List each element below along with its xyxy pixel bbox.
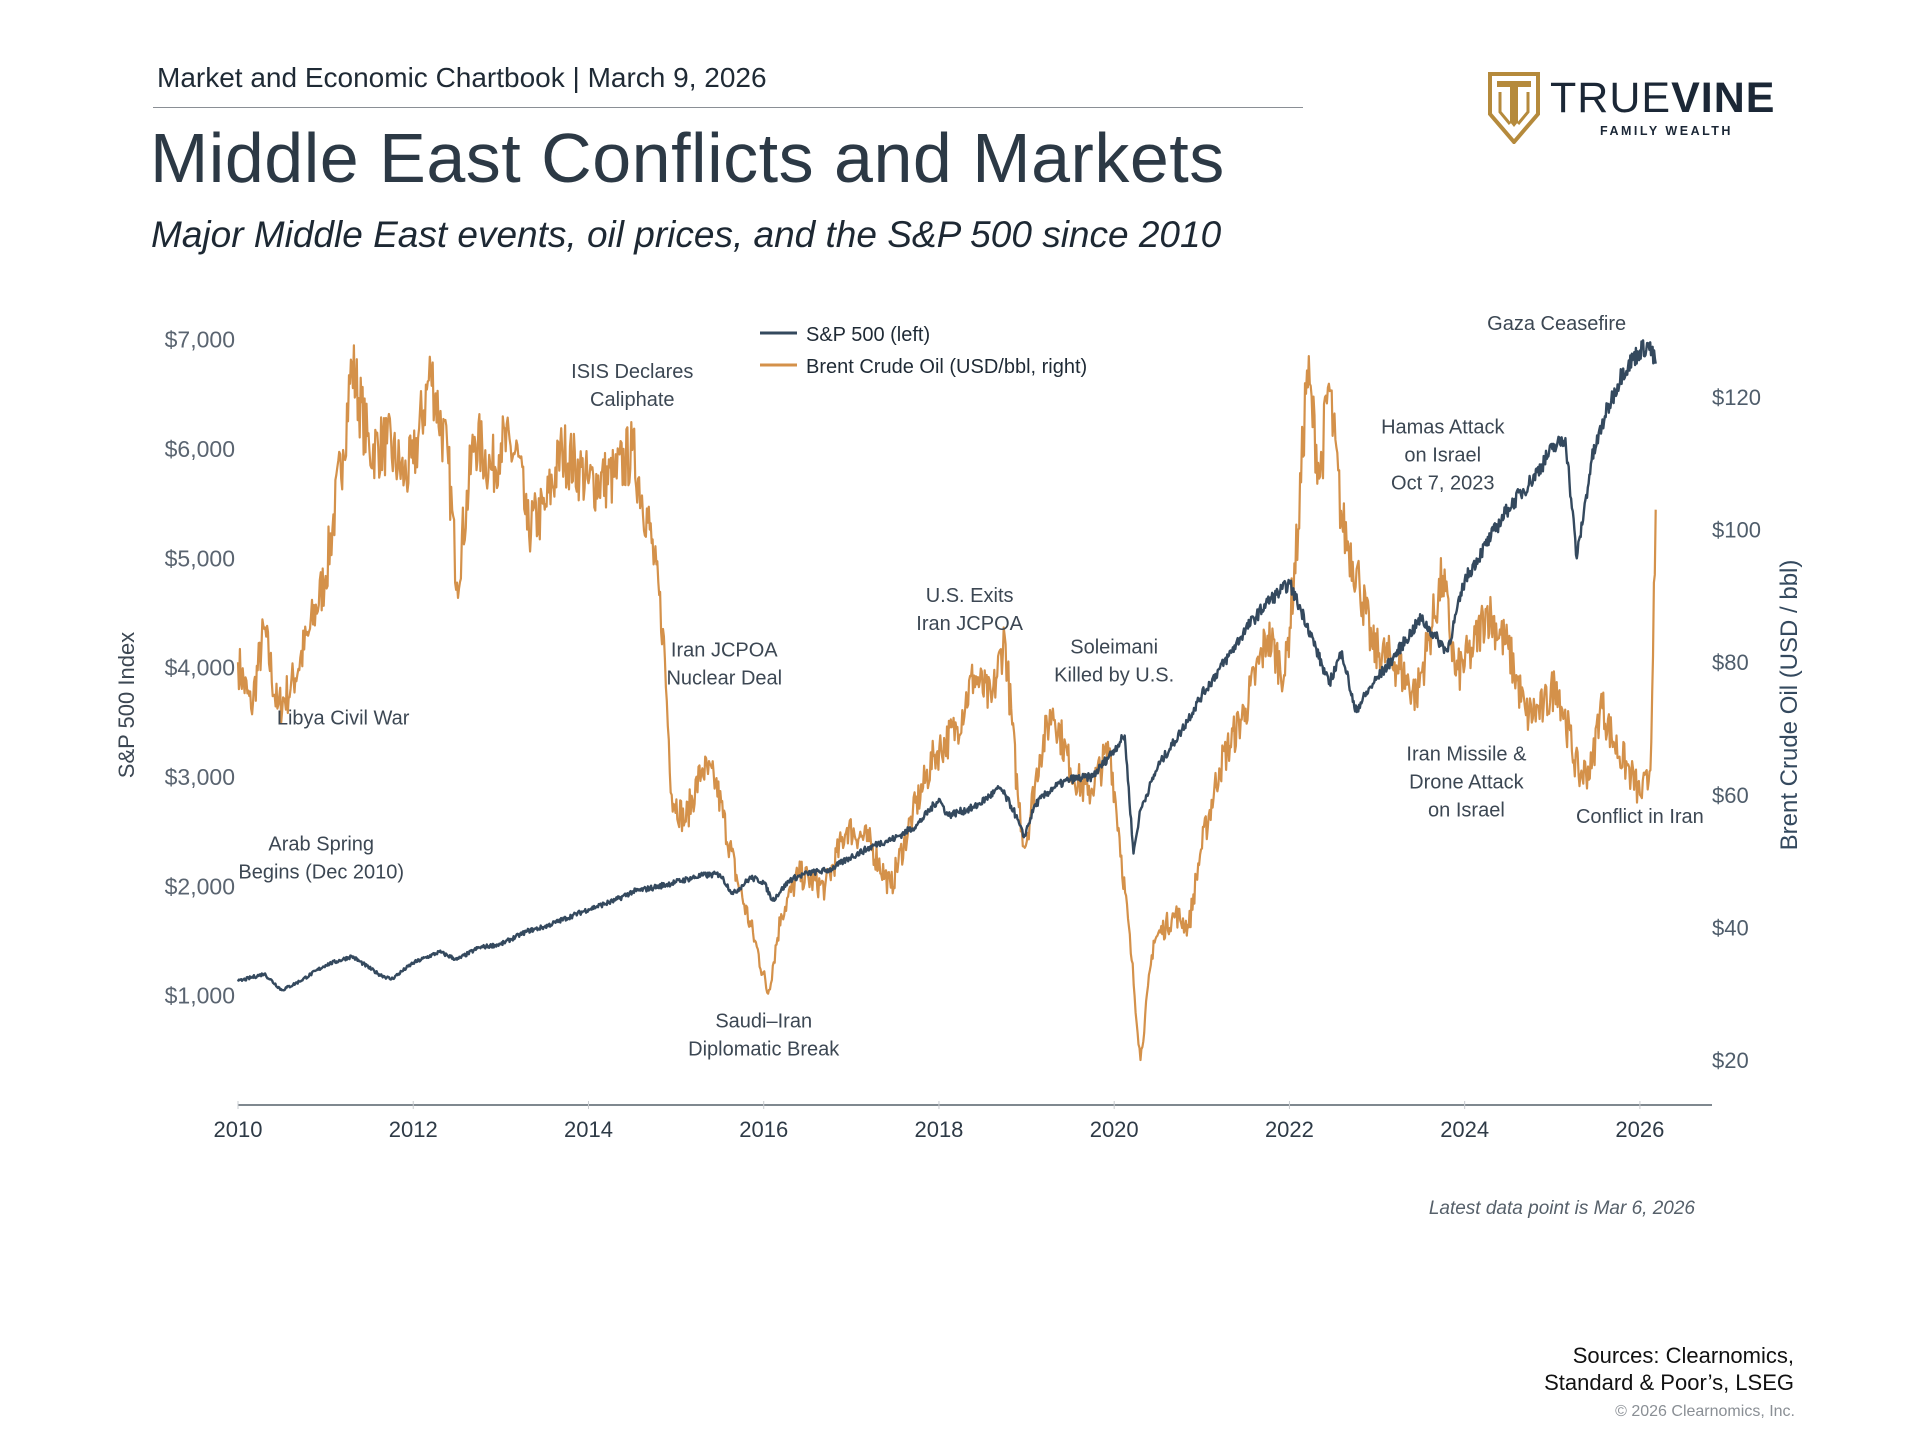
y-left-tick-label: $2,000 — [165, 873, 235, 899]
annotation-label: Nuclear Deal — [666, 668, 782, 690]
annotation-label: Gaza Ceasefire — [1487, 313, 1626, 335]
annotation-label: Begins (Dec 2010) — [238, 861, 404, 883]
logo-wordmark: TRUEVINE — [1550, 74, 1775, 123]
y-right-tick-label: $120 — [1712, 385, 1761, 410]
y-left-tick-label: $7,000 — [165, 327, 235, 353]
y-left-tick-label: $3,000 — [165, 764, 235, 790]
annotation-label: on Israel — [1428, 800, 1505, 822]
annotation-label: Iran JCPOA — [916, 613, 1023, 635]
y-right-tick-label: $80 — [1712, 650, 1749, 675]
x-tick-label: 2014 — [564, 1117, 613, 1142]
annotation-label: Arab Spring — [268, 833, 374, 855]
sp500-series-line — [236, 339, 1657, 992]
logo-tagline: FAMILY WEALTH — [1600, 124, 1733, 138]
header-divider — [153, 107, 1303, 108]
x-tick-label: 2012 — [389, 1117, 438, 1142]
annotation-label: Libya Civil War — [277, 708, 410, 730]
y-left-tick-label: $1,000 — [165, 983, 235, 1009]
annotation-label: Saudi–Iran — [715, 1010, 812, 1032]
annotation-label: Drone Attack — [1409, 772, 1525, 794]
x-tick-label: 2010 — [214, 1117, 263, 1142]
x-tick-label: 2024 — [1440, 1117, 1489, 1142]
sources-note: Sources: Clearnomics, Standard & Poor’s,… — [1500, 1342, 1794, 1396]
annotation-label: Killed by U.S. — [1054, 664, 1174, 686]
page-subtitle: Major Middle East events, oil prices, an… — [151, 214, 1222, 255]
annotation-label: Iran JCPOA — [671, 640, 778, 662]
logo-word-bold: VINE — [1671, 74, 1776, 122]
x-tick-label: 2026 — [1615, 1117, 1664, 1142]
x-tick-label: 2018 — [914, 1117, 963, 1142]
truevine-logo: TRUEVINE FAMILY WEALTH — [1488, 72, 1788, 148]
annotation-label: Diplomatic Break — [688, 1038, 840, 1060]
x-tick-label: 2020 — [1090, 1117, 1139, 1142]
legend-label: S&P 500 (left) — [806, 324, 930, 346]
shield-icon — [1488, 72, 1540, 144]
brent-series-line — [236, 344, 1657, 1062]
y-right-axis-title: Brent Crude Oil (USD / bbl) — [1776, 560, 1803, 851]
oil-sp500-chart: 2010 2012 2014 2016 2018 2020 2022 2024 2026 $1,0… — [114, 313, 1803, 1142]
legend-label: Brent Crude Oil (USD/bbl, right) — [806, 356, 1087, 378]
copyright: © 2026 Clearnomics, Inc. — [1615, 1403, 1795, 1420]
annotation-label: on Israel — [1404, 445, 1481, 467]
annotation-label: Conflict in Iran — [1576, 806, 1704, 828]
annotation-label: Oct 7, 2023 — [1391, 473, 1494, 495]
y-left-tick-label: $5,000 — [165, 545, 235, 571]
publication-line: Market and Economic Chartbook | March 9,… — [157, 62, 767, 93]
logo-word-light: TRUE — [1550, 74, 1672, 122]
annotation-label: U.S. Exits — [926, 585, 1014, 607]
y-right-tick-label: $40 — [1712, 915, 1749, 940]
annotation-label: Caliphate — [590, 389, 675, 411]
annotation-label: ISIS Declares — [571, 361, 693, 383]
x-tick-label: 2022 — [1265, 1117, 1314, 1142]
y-left-tick-label: $6,000 — [165, 436, 235, 462]
y-right-tick-label: $60 — [1712, 783, 1749, 808]
annotation-label: Hamas Attack — [1381, 417, 1505, 439]
latest-data-note: Latest data point is Mar 6, 2026 — [1428, 1198, 1695, 1219]
sources-line-2: Standard & Poor’s, LSEG — [1544, 1370, 1794, 1395]
x-tick-label: 2016 — [739, 1117, 788, 1142]
y-right-tick-label: $20 — [1712, 1048, 1749, 1073]
y-left-axis-title: S&P 500 Index — [114, 632, 139, 778]
y-right-tick-label: $100 — [1712, 518, 1761, 543]
page-title: Middle East Conflicts and Markets — [150, 119, 1225, 197]
annotation-label: Soleimani — [1070, 636, 1158, 658]
sources-line-1: Sources: Clearnomics, — [1572, 1343, 1794, 1368]
y-left-tick-label: $4,000 — [165, 655, 235, 681]
annotation-label: Iran Missile & — [1406, 744, 1527, 766]
